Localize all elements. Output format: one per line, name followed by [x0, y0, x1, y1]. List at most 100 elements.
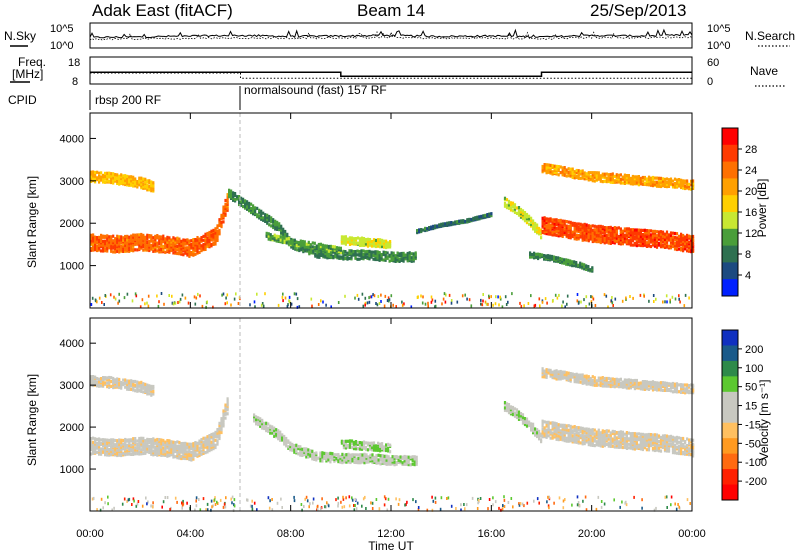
power-cell — [252, 206, 255, 210]
power-cell — [214, 242, 217, 246]
velocity-cell — [547, 430, 550, 434]
power-cell — [344, 235, 347, 239]
power-cell — [629, 180, 632, 184]
velocity-cell — [346, 443, 350, 448]
power-cell — [358, 243, 362, 247]
velocity-cell — [202, 442, 205, 447]
power-cell — [543, 254, 546, 258]
power-speckle — [199, 294, 201, 298]
velocity-cell — [309, 449, 312, 453]
power-cell — [579, 169, 582, 173]
power-cell — [134, 233, 137, 237]
velocity-cell — [116, 441, 119, 445]
power-cell — [549, 230, 552, 234]
velocity-cell — [551, 421, 554, 425]
power-cell — [134, 180, 137, 184]
power-cell — [170, 245, 173, 249]
power-cell — [344, 256, 347, 261]
velocity-cell — [587, 443, 590, 447]
power-cell — [631, 239, 634, 243]
velocity-cell — [609, 435, 612, 439]
velocity-cell — [551, 433, 554, 437]
power-speckle — [293, 292, 296, 296]
power-speckle — [416, 296, 419, 299]
velocity-cell — [102, 376, 105, 380]
velocity-cell — [631, 382, 634, 387]
velocity-cell — [657, 443, 661, 447]
power-cell — [188, 254, 191, 258]
power-cell — [651, 180, 655, 184]
power-cell — [287, 240, 290, 244]
power-speckle — [480, 298, 482, 302]
velocity-cell — [253, 413, 256, 417]
power-cell — [619, 230, 622, 234]
velocity-cell — [655, 435, 659, 439]
power-cell — [583, 264, 586, 269]
power-cell — [565, 168, 568, 172]
velocity-cell — [323, 453, 326, 457]
velocity-cell — [130, 452, 133, 456]
power-cell — [214, 231, 217, 235]
velocity-cell — [671, 437, 675, 441]
power-cell — [619, 227, 622, 231]
velocity-cell — [669, 434, 673, 438]
power-cell — [589, 235, 592, 239]
power-cell — [673, 245, 677, 249]
power-cell — [673, 242, 677, 246]
velocity-cell — [609, 379, 612, 383]
power-cell — [545, 226, 548, 230]
velocity-cell — [354, 444, 358, 448]
power-cell — [313, 241, 316, 245]
power-cell — [108, 244, 111, 248]
power-cell — [597, 236, 600, 240]
power-cell — [635, 241, 638, 245]
power-cell — [358, 239, 362, 243]
power-cell — [669, 179, 673, 183]
power-cell — [649, 237, 653, 241]
velocity-cell — [150, 393, 153, 397]
power-cell — [402, 251, 405, 255]
velocity-cell — [350, 441, 354, 446]
velocity-cell — [567, 439, 570, 443]
nave-label: Nave — [750, 64, 778, 78]
velocity-cell — [102, 438, 105, 442]
power-cell — [178, 247, 181, 251]
power-cell — [579, 265, 582, 269]
velocity-cell — [172, 444, 175, 448]
velocity-cell — [92, 440, 95, 444]
power-cell — [285, 241, 288, 245]
velocity-cell — [663, 439, 667, 443]
power-cell — [678, 247, 681, 251]
velocity-cell — [329, 456, 332, 460]
power-cell — [665, 245, 669, 249]
power-cell — [678, 178, 681, 182]
power-cell — [571, 260, 574, 264]
power-cell — [92, 248, 95, 252]
power-cell — [174, 250, 177, 254]
velocity-cell — [154, 438, 157, 442]
velocity-cell — [124, 378, 127, 382]
velocity-cell — [257, 422, 260, 427]
velocity-cell — [192, 444, 195, 448]
velocity-cell — [565, 377, 568, 381]
velocity-cell — [344, 441, 347, 445]
velocity-cell — [146, 390, 149, 394]
velocity-cell — [629, 440, 632, 444]
velocity-cell — [104, 440, 107, 444]
velocity-cell — [385, 462, 388, 466]
power-cell — [192, 240, 195, 244]
power-speckle — [558, 293, 560, 297]
power-cell — [692, 248, 695, 252]
power-cell — [110, 248, 113, 252]
velocity-cell — [134, 437, 137, 441]
power-cell — [279, 235, 282, 239]
velocity-cell — [283, 434, 286, 439]
velocity-cell — [555, 424, 558, 428]
velocity-cell — [134, 448, 137, 452]
power-cell — [595, 236, 598, 240]
velocity-cell — [585, 430, 588, 435]
power-cell — [246, 207, 249, 211]
velocity-cell — [313, 457, 316, 461]
power-cell — [680, 184, 683, 188]
velocity-cell — [581, 436, 584, 440]
